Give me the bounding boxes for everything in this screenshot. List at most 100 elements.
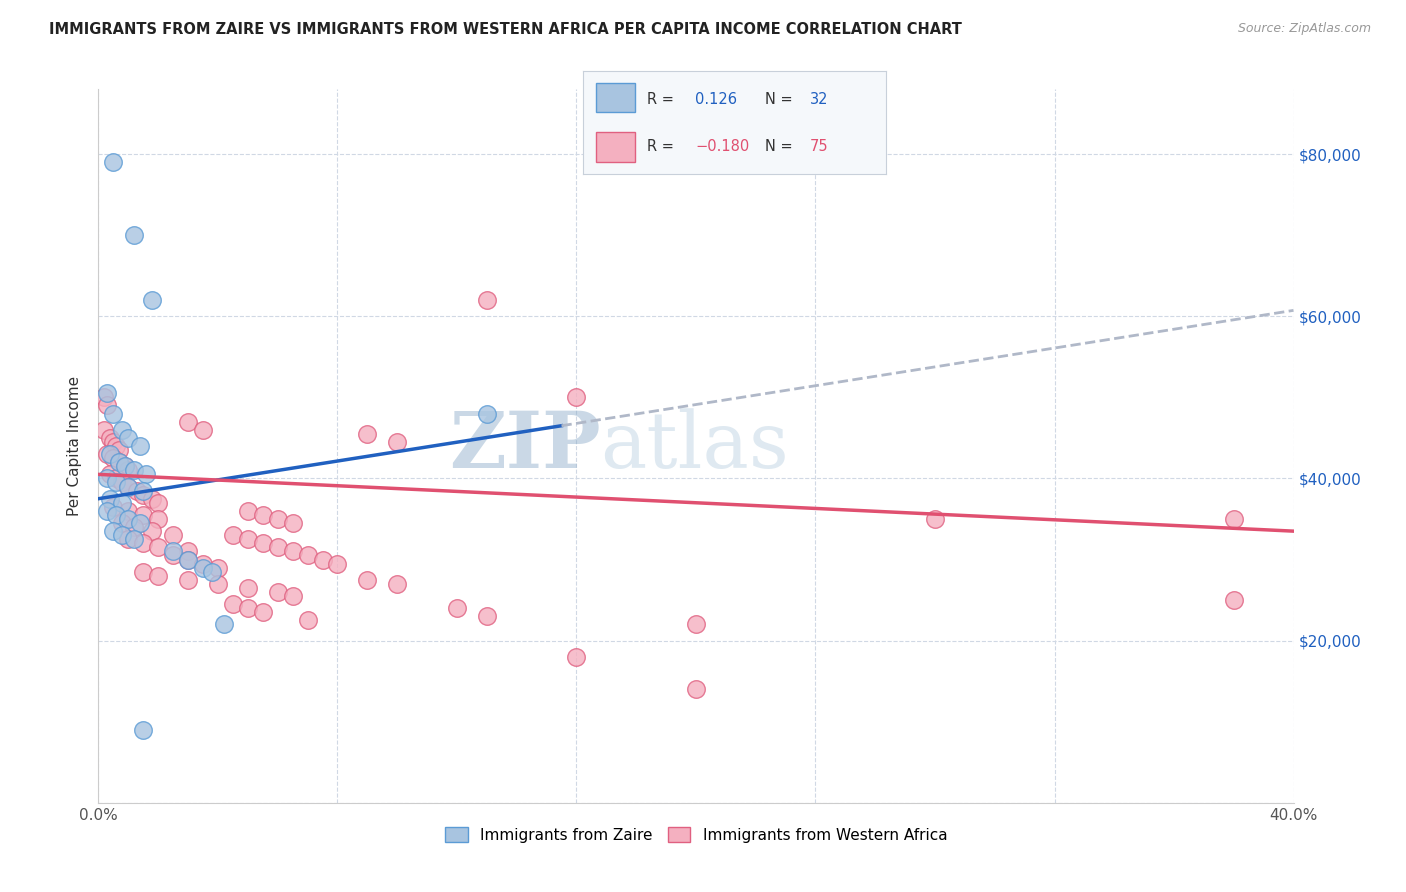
Point	[124, 463, 146, 477]
Point	[685, 682, 707, 697]
Point	[356, 426, 378, 441]
Point	[96, 504, 118, 518]
Text: 0.126: 0.126	[696, 92, 737, 106]
Point	[565, 390, 588, 404]
Point	[111, 496, 134, 510]
Point	[281, 589, 304, 603]
Point	[135, 467, 157, 482]
Point	[114, 459, 136, 474]
Text: N =: N =	[765, 139, 797, 153]
Point	[191, 560, 214, 574]
Point	[267, 512, 290, 526]
Point	[132, 508, 155, 522]
Point	[124, 533, 146, 547]
Point	[356, 573, 378, 587]
Point	[148, 512, 170, 526]
Text: IMMIGRANTS FROM ZAIRE VS IMMIGRANTS FROM WESTERN AFRICA PER CAPITA INCOME CORREL: IMMIGRANTS FROM ZAIRE VS IMMIGRANTS FROM…	[49, 22, 962, 37]
Point	[114, 459, 136, 474]
Point	[475, 407, 498, 421]
Point	[103, 155, 125, 169]
Point	[162, 528, 184, 542]
Point	[105, 439, 128, 453]
Text: R =: R =	[647, 92, 679, 106]
Point	[117, 479, 139, 493]
Point	[98, 491, 122, 506]
Point	[127, 483, 149, 498]
Point	[252, 508, 274, 522]
Point	[98, 447, 122, 461]
Point	[148, 541, 170, 555]
Point	[108, 443, 131, 458]
Text: N =: N =	[765, 92, 797, 106]
Point	[117, 512, 139, 526]
Point	[103, 451, 125, 466]
Text: 75: 75	[810, 139, 828, 153]
Point	[117, 533, 139, 547]
Point	[207, 577, 229, 591]
Text: 32: 32	[810, 92, 828, 106]
Point	[446, 601, 468, 615]
Point	[124, 520, 146, 534]
Point	[1223, 593, 1246, 607]
Point	[297, 613, 319, 627]
Point	[129, 516, 152, 530]
Point	[252, 536, 274, 550]
Point	[475, 293, 498, 307]
Point	[96, 386, 118, 401]
Point	[177, 552, 200, 566]
Point	[267, 585, 290, 599]
Point	[124, 228, 146, 243]
Point	[111, 516, 134, 530]
Point	[96, 447, 118, 461]
Point	[201, 565, 224, 579]
Point	[108, 455, 131, 469]
Point	[924, 512, 946, 526]
Point	[297, 549, 319, 563]
Point	[267, 541, 290, 555]
Point	[141, 491, 163, 506]
Point	[93, 423, 115, 437]
Point	[103, 500, 125, 514]
Point	[132, 723, 155, 737]
Text: ZIP: ZIP	[449, 408, 600, 484]
Point	[177, 552, 200, 566]
Point	[132, 565, 155, 579]
Point	[565, 649, 588, 664]
Point	[132, 488, 155, 502]
Point	[1223, 512, 1246, 526]
Point	[141, 293, 163, 307]
Point	[98, 431, 122, 445]
Point	[129, 439, 152, 453]
Y-axis label: Per Capita Income: Per Capita Income	[67, 376, 83, 516]
Point	[385, 434, 409, 449]
Point	[148, 568, 170, 582]
Point	[105, 471, 128, 485]
Point	[105, 508, 128, 522]
Point	[177, 415, 200, 429]
Text: Source: ZipAtlas.com: Source: ZipAtlas.com	[1237, 22, 1371, 36]
Point	[236, 601, 259, 615]
Point	[252, 605, 274, 619]
Point	[281, 544, 304, 558]
Point	[103, 434, 125, 449]
Bar	[596, 132, 636, 161]
Point	[148, 496, 170, 510]
Bar	[596, 83, 636, 112]
Point	[311, 552, 333, 566]
Text: R =: R =	[647, 139, 679, 153]
Point	[117, 463, 139, 477]
Point	[111, 423, 134, 437]
Legend: Immigrants from Zaire, Immigrants from Western Africa: Immigrants from Zaire, Immigrants from W…	[439, 821, 953, 848]
Point	[117, 431, 139, 445]
Point	[212, 617, 235, 632]
Point	[685, 617, 707, 632]
Point	[222, 528, 245, 542]
Text: −0.180: −0.180	[696, 139, 749, 153]
Point	[132, 483, 155, 498]
Point	[132, 536, 155, 550]
Point	[111, 528, 134, 542]
Point	[326, 557, 349, 571]
Point	[162, 544, 184, 558]
Point	[93, 390, 115, 404]
Point	[117, 479, 139, 493]
